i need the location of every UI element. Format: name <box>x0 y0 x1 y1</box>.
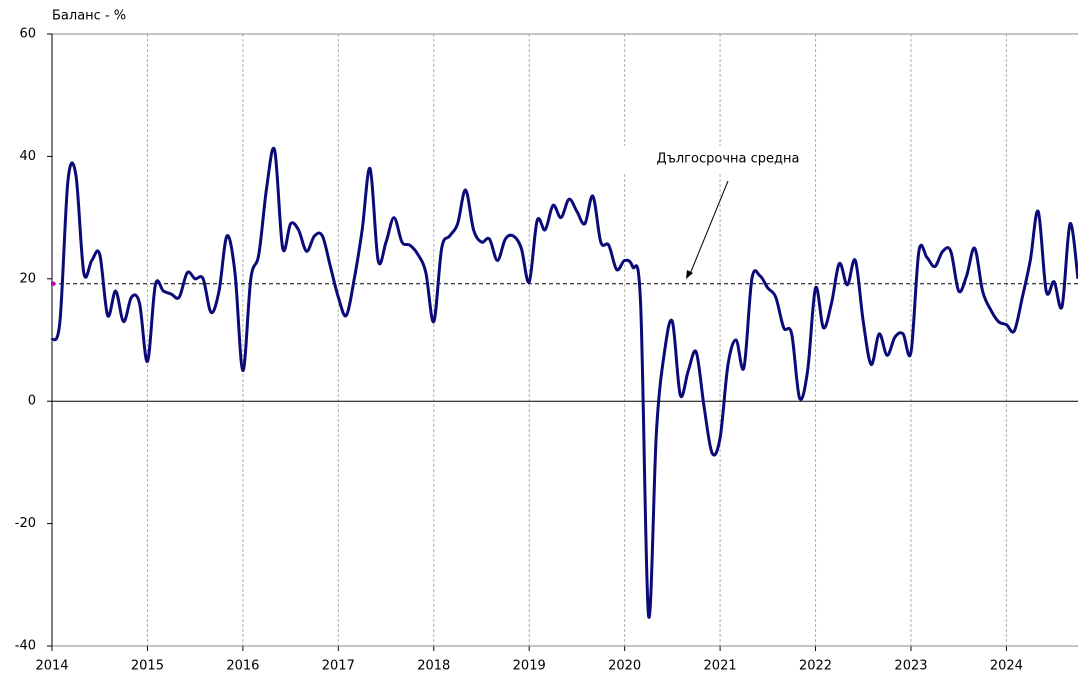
x-tick-label: 2014 <box>35 659 68 674</box>
series-line <box>50 146 1078 619</box>
x-tick-label: 2023 <box>894 659 927 674</box>
x-tick-label: 2022 <box>799 659 832 674</box>
x-tick-label: 2017 <box>322 659 355 674</box>
y-tick-label: 0 <box>28 394 36 409</box>
x-tick-label: 2016 <box>226 659 259 674</box>
x-tick-label: 2024 <box>990 659 1023 674</box>
annotation-arrow <box>689 180 729 275</box>
y-tick-label: -40 <box>15 639 36 654</box>
x-tick-label: 2021 <box>704 659 737 674</box>
y-tick-label: 40 <box>19 149 36 164</box>
y-tick-label: 60 <box>19 27 36 42</box>
x-tick-label: 2015 <box>131 659 164 674</box>
x-tick-label: 2018 <box>417 659 450 674</box>
x-tick-label: 2019 <box>513 659 546 674</box>
y-axis-label: Баланс - % <box>52 9 126 24</box>
annotation-box <box>618 146 814 172</box>
annotation: Дългосрочна средна <box>657 152 800 167</box>
plot-area: 2014 2015 2016 2017 2018 2019 2020 2021 2022 2023… <box>15 27 1078 674</box>
y-tick-label: 20 <box>19 271 36 286</box>
arrow-head <box>686 270 693 279</box>
y-tick-label: -20 <box>15 516 36 531</box>
average-marker <box>51 281 55 286</box>
x-tick-label: 2020 <box>608 659 641 674</box>
